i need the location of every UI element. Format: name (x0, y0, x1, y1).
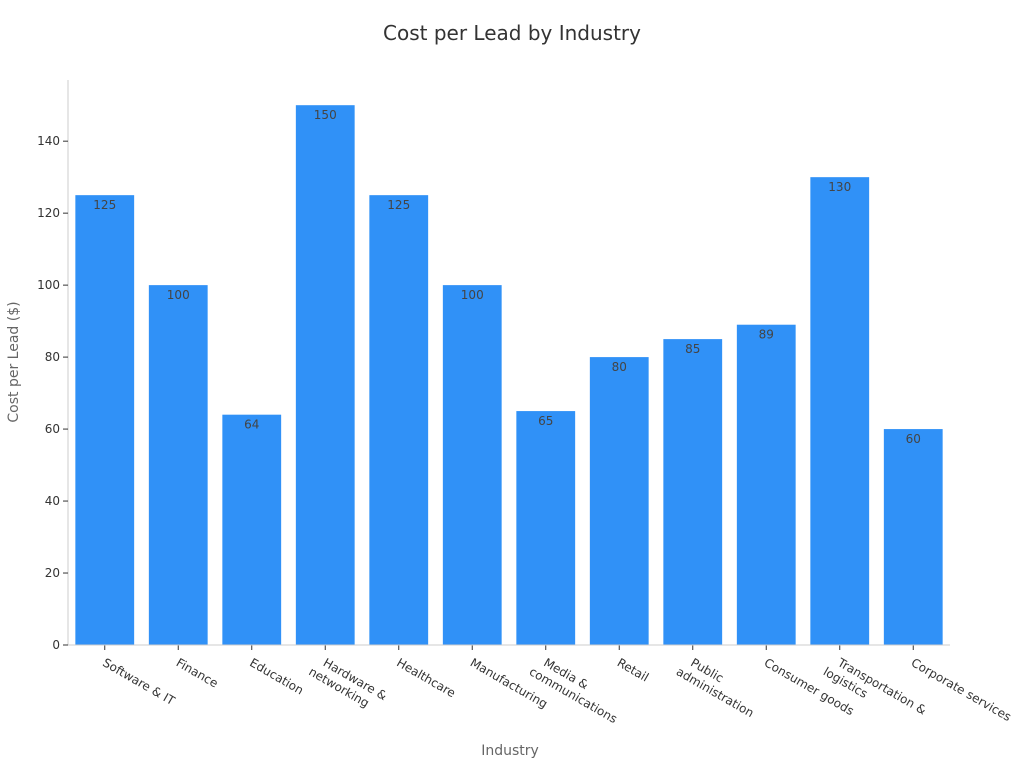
data-label: 100 (461, 288, 484, 302)
data-label: 80 (612, 360, 627, 374)
bar (75, 195, 135, 645)
y-tick-label: 0 (52, 638, 60, 652)
x-tick-label-line: Software & IT (100, 655, 178, 708)
x-tick-label-line: Education (247, 655, 306, 697)
x-tick-label: Media &communications (527, 651, 627, 726)
data-label: 125 (93, 198, 116, 212)
x-tick-label: Software & IT (100, 655, 178, 708)
bars-group (75, 105, 943, 646)
x-tick-label-line: Retail (615, 655, 651, 684)
bar (148, 285, 208, 645)
y-tick-label: 100 (37, 278, 60, 292)
bar (369, 195, 429, 645)
bar (589, 357, 649, 645)
data-label: 89 (759, 328, 774, 342)
data-label: 100 (167, 288, 190, 302)
x-tick-label: Education (247, 655, 306, 697)
data-label: 64 (244, 418, 259, 432)
x-tick-label-line: Healthcare (394, 655, 458, 700)
data-label: 65 (538, 414, 553, 428)
chart-title: Cost per Lead by Industry (383, 21, 641, 45)
x-tick-label-line: Corporate services (909, 655, 1014, 724)
y-tick-label: 40 (45, 494, 60, 508)
y-tick-label: 60 (45, 422, 60, 436)
x-tick-label: Manufacturing (468, 655, 550, 711)
bar (516, 411, 576, 645)
bar (663, 339, 723, 645)
bar (442, 285, 502, 645)
data-label: 60 (906, 432, 921, 446)
bar (736, 324, 796, 645)
x-tick-label: Finance (174, 655, 221, 690)
x-tick-label-line: Manufacturing (468, 655, 550, 711)
y-axis-label: Cost per Lead ($) (6, 301, 22, 422)
y-axis: 0 20 40 60 80 100 120 140 (37, 80, 69, 652)
x-tick-label-line: Finance (174, 655, 221, 690)
x-tick-label: Corporate services (909, 655, 1014, 724)
x-tick-label: Retail (615, 655, 651, 684)
x-tick-label: Healthcare (394, 655, 458, 700)
y-tick-label: 80 (45, 350, 60, 364)
bar (222, 414, 282, 645)
x-tick-label: Publicadministration (674, 651, 764, 720)
data-label: 130 (828, 180, 851, 194)
y-tick-label: 140 (37, 134, 60, 148)
y-tick-label: 20 (45, 566, 60, 580)
x-tick-label: Hardware &networking (306, 651, 389, 716)
data-labels-group: 125 100 64 150 125 100 65 80 85 89 130 60 (93, 108, 921, 446)
data-label: 125 (387, 198, 410, 212)
bar (883, 429, 943, 645)
x-axis-label: Industry (481, 743, 539, 759)
y-tick-label: 120 (37, 206, 60, 220)
bar (295, 105, 355, 645)
bar (810, 177, 870, 646)
data-label: 85 (685, 342, 700, 356)
data-label: 150 (314, 108, 337, 122)
